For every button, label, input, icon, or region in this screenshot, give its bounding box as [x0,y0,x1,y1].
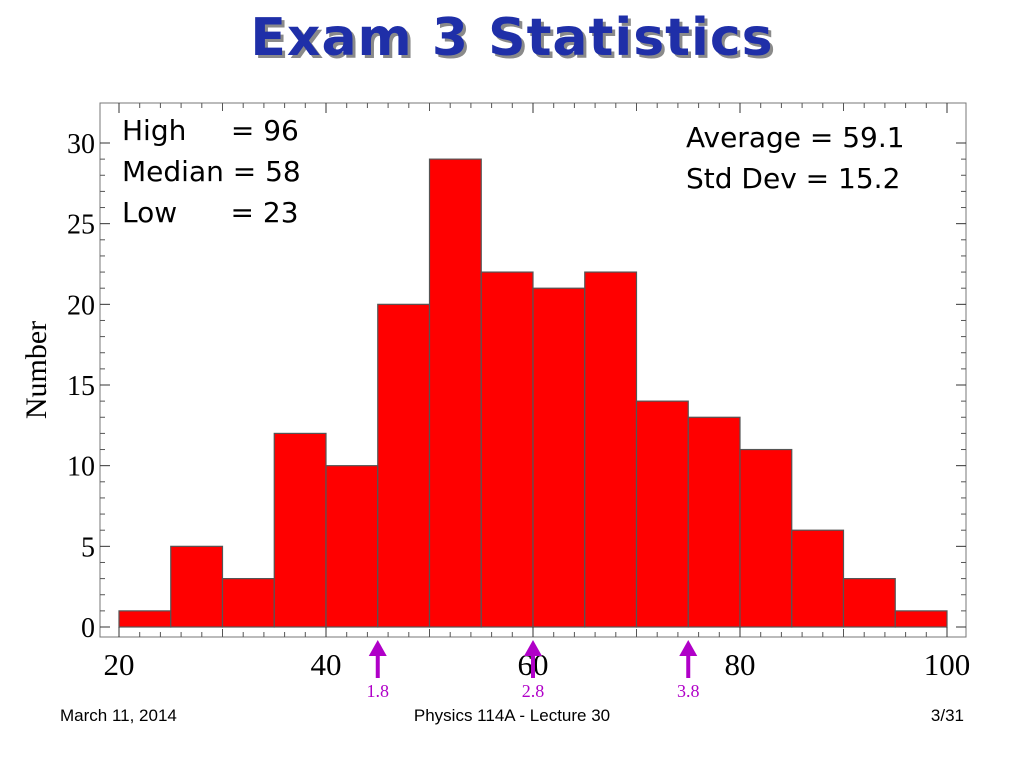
marker-arrow-head [368,640,387,656]
footer-page-number: 3/31 [930,706,964,725]
histogram-bar [894,610,948,628]
stat-average: Average = 59.1 [686,121,905,154]
slide-title: Exam 3 Statistics [250,8,774,68]
histogram-bar [170,545,224,628]
footer-date: March 11, 2014 [60,706,177,725]
y-tick-label: 30 [67,129,95,160]
histogram-bar [325,465,379,628]
y-tick-label: 5 [81,532,95,563]
stat-std-dev: Std Dev = 15.2 [686,162,901,195]
histogram-bar [118,610,172,628]
stat-median: Median = 58 [122,155,301,188]
x-tick-label: 80 [725,647,756,682]
y-tick-label: 15 [67,371,95,402]
y-tick-label: 10 [67,452,95,483]
histogram-bar [842,577,896,628]
y-tick-label: 0 [81,613,95,644]
histogram-bar [221,577,275,628]
histogram-bar [273,432,327,628]
y-axis-ticks: 0 5 10 15 20 25 30 [67,129,966,644]
y-axis-label: Number [20,321,53,419]
histogram-bar [687,416,741,628]
y-tick-label: 20 [67,290,95,321]
histogram-bar [480,271,534,628]
marker-label: 1.8 [367,681,390,701]
marker-label: 3.8 [677,681,700,701]
histogram-bar [428,158,482,628]
histogram-bar [532,287,586,628]
histogram-bar [791,529,845,628]
x-tick-label: 100 [924,647,971,682]
histogram-bar [377,303,431,628]
stat-low: Low = 23 [122,196,299,229]
footer-lecture: Physics 114A - Lecture 30 [413,706,611,725]
x-tick-label: 20 [104,647,135,682]
histogram-bar [635,400,689,628]
marker-arrow-head [679,640,698,656]
marker-label: 2.8 [522,681,545,701]
stat-high: High = 96 [122,114,299,147]
bars-group [118,158,948,628]
marker-arrow-head [524,640,542,656]
grade-markers: 1.8 2.8 3.8 [367,640,700,701]
y-tick-label: 25 [67,210,95,241]
histogram-bar [739,448,793,628]
x-tick-label: 40 [311,647,342,682]
histogram-bar [584,271,638,628]
